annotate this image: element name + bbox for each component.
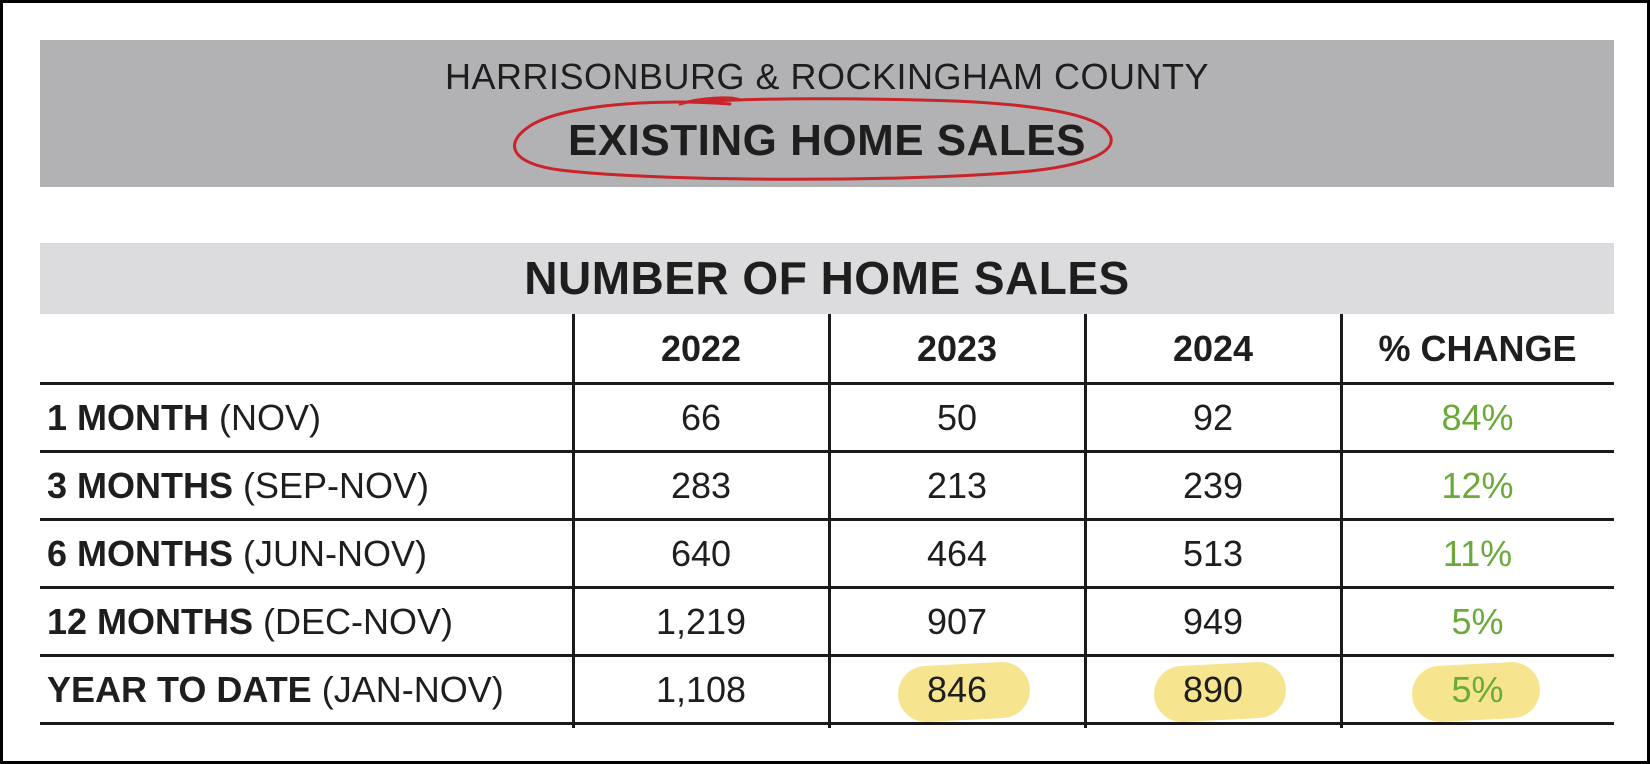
cell-2023: 907	[926, 601, 988, 642]
row-label-period-name: 6 MONTHS	[47, 533, 234, 574]
region-subtitle: HARRISONBURG & ROCKINGHAM COUNTY	[444, 56, 1210, 97]
row-label-months: (DEC-NOV)	[253, 601, 454, 642]
cell-2022: 640	[670, 533, 732, 574]
row-label-months: (NOV)	[209, 397, 321, 438]
row-label: 1 MONTH (NOV)	[47, 384, 321, 452]
column-header-2023: 2023	[916, 328, 998, 369]
report-header: HARRISONBURG & ROCKINGHAM COUNTY EXISTIN…	[40, 40, 1614, 187]
table-row: 1 MONTH (NOV) 66 50 92 84%	[40, 384, 1614, 452]
cell-2024: 513	[1182, 533, 1244, 574]
cell-change: 5%	[1451, 669, 1504, 710]
cell-2023: 464	[926, 533, 988, 574]
row-label: YEAR TO DATE (JAN-NOV)	[47, 656, 504, 724]
cell-change: 11%	[1442, 533, 1513, 574]
cell-2024: 239	[1182, 465, 1244, 506]
row-label-months: (SEP-NOV)	[233, 465, 430, 506]
row-divider	[40, 382, 1614, 385]
row-label-months: (JAN-NOV)	[311, 669, 504, 710]
row-divider	[40, 722, 1614, 725]
cell-change: 12%	[1441, 465, 1514, 506]
cell-2022: 1,219	[655, 601, 747, 642]
row-label: 12 MONTHS (DEC-NOV)	[47, 588, 453, 656]
report-title: EXISTING HOME SALES	[567, 116, 1086, 165]
home-sales-table: 2022 2023 2024 % CHANGE 1 MONTH (NOV) 66…	[40, 314, 1614, 728]
cell-2023: 213	[926, 465, 988, 506]
cell-change: 5%	[1451, 601, 1504, 642]
column-header-change: % CHANGE	[1378, 328, 1577, 369]
row-label-period-name: 3 MONTHS	[47, 465, 234, 506]
cell-2023: 846	[926, 669, 988, 710]
column-divider	[572, 314, 575, 728]
section-band: NUMBER OF HOME SALES	[40, 243, 1614, 314]
column-header-2022: 2022	[660, 328, 742, 369]
cell-change: 84%	[1441, 397, 1514, 438]
table-row: 6 MONTHS (JUN-NOV) 640 464 513 11%	[40, 520, 1614, 588]
cell-2024: 92	[1192, 397, 1234, 438]
column-divider	[1340, 314, 1343, 728]
section-title: NUMBER OF HOME SALES	[524, 252, 1130, 304]
row-label: 6 MONTHS (JUN-NOV)	[47, 520, 427, 588]
row-divider	[40, 518, 1614, 521]
row-divider	[40, 450, 1614, 453]
column-divider	[828, 314, 831, 728]
row-divider	[40, 654, 1614, 657]
row-label-period-name: YEAR TO DATE	[47, 669, 312, 710]
cell-2024: 890	[1182, 669, 1244, 710]
table-row: YEAR TO DATE (JAN-NOV) 1,108 846 890 5%	[40, 656, 1614, 724]
row-label-period-name: 12 MONTHS	[47, 601, 254, 642]
cell-2022: 283	[670, 465, 732, 506]
cell-2022: 66	[680, 397, 722, 438]
row-label-period-name: 1 MONTH	[47, 397, 209, 438]
row-divider	[40, 586, 1614, 589]
column-divider	[1084, 314, 1087, 728]
row-label-months: (JUN-NOV)	[233, 533, 427, 574]
row-label: 3 MONTHS (SEP-NOV)	[47, 452, 429, 520]
column-header-2024: 2024	[1172, 328, 1254, 369]
cell-2022: 1,108	[655, 669, 747, 710]
table-row: 12 MONTHS (DEC-NOV) 1,219 907 949 5%	[40, 588, 1614, 656]
table-row: 3 MONTHS (SEP-NOV) 283 213 239 12%	[40, 452, 1614, 520]
cell-2023: 50	[936, 397, 978, 438]
cell-2024: 949	[1182, 601, 1244, 642]
